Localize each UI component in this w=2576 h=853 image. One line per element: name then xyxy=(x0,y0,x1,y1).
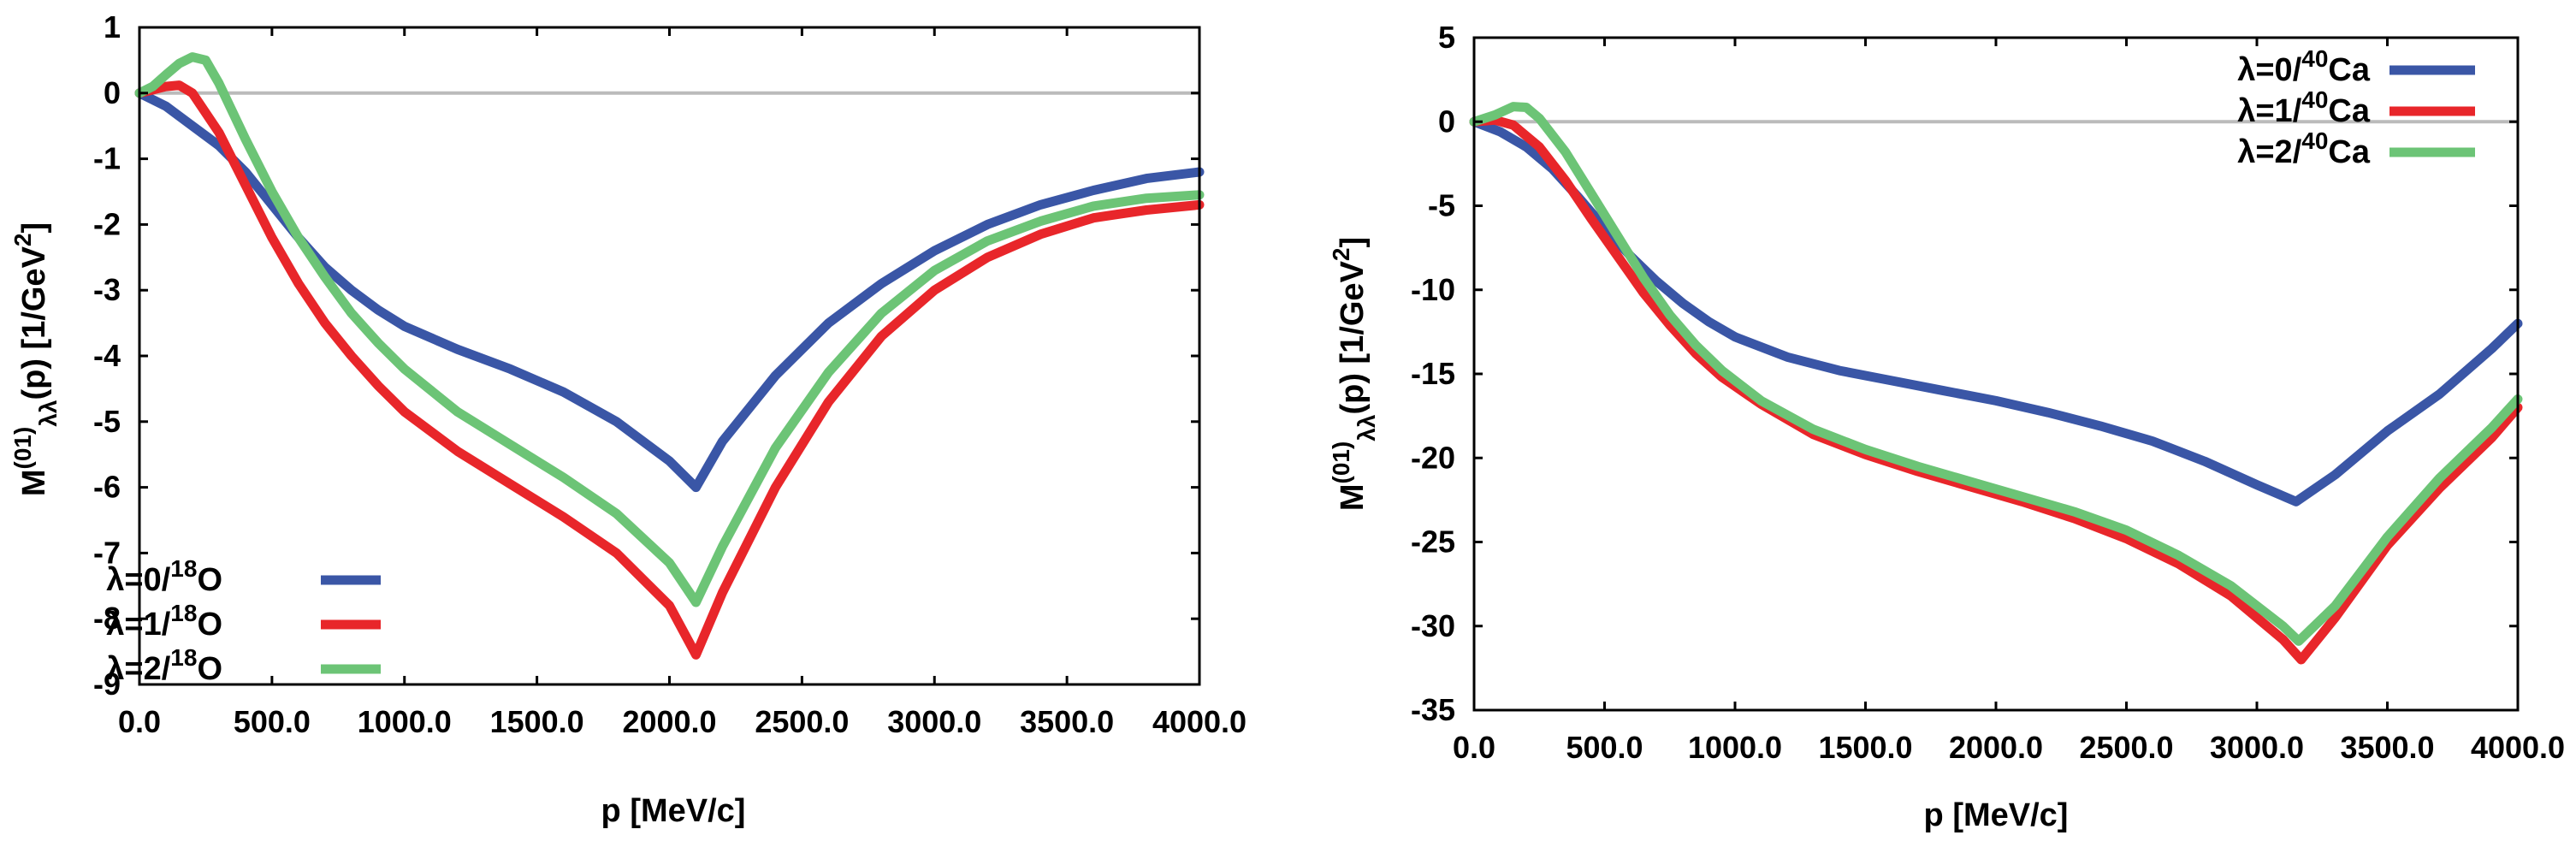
x-tick-label: 3000.0 xyxy=(887,704,981,739)
legend-label-1: λ=1/18O xyxy=(106,600,222,643)
legend-label-2: λ=2/40Ca xyxy=(2237,127,2371,170)
x-tick-label: 0.0 xyxy=(1453,730,1495,765)
x-tick-label: 2500.0 xyxy=(2079,730,2173,765)
x-tick-label: 500.0 xyxy=(1566,730,1643,765)
y-tick-label: -8 xyxy=(93,601,121,636)
series-line-0 xyxy=(134,88,1205,493)
y-tick-label: -7 xyxy=(93,535,121,570)
series-line-1 xyxy=(134,80,1205,660)
y-tick-label: -1 xyxy=(93,141,121,176)
x-tick-label: 4000.0 xyxy=(1152,704,1247,739)
x-tick-label: 3500.0 xyxy=(1020,704,1114,739)
x-tick-label: 1500.0 xyxy=(490,704,584,739)
series-line-0 xyxy=(1469,116,2523,506)
y-axis-label: M(01)λλ(p) [1/GeV2] xyxy=(9,222,62,496)
y-tick-label: -25 xyxy=(1411,524,1455,560)
x-tick-label: 2500.0 xyxy=(755,704,849,739)
y-tick-label: -35 xyxy=(1411,692,1455,727)
legend-label-0: λ=0/18O xyxy=(106,555,222,598)
x-tick-label: 0.0 xyxy=(118,704,161,739)
y-tick-label: -9 xyxy=(93,666,121,702)
x-tick-label: 3000.0 xyxy=(2210,730,2304,765)
y-tick-label: -4 xyxy=(93,338,121,373)
y-tick-label: -15 xyxy=(1411,356,1455,391)
chart-panel-2: 0.0 500.0 1000.0 1500.0 2000.0 2500.0 3000.0 35… xyxy=(1328,20,2565,833)
y-tick-label: 1 xyxy=(104,9,121,44)
y-tick-label: 5 xyxy=(1438,20,1455,55)
legend-label-1: λ=1/40Ca xyxy=(2237,86,2371,129)
series-line-2 xyxy=(134,52,1205,607)
y-tick-label: -2 xyxy=(93,206,121,241)
y-axis-label: M(01)λλ(p) [1/GeV2] xyxy=(1328,237,1380,511)
y-tick-label: 0 xyxy=(1438,104,1455,139)
plot-frame xyxy=(138,26,1201,686)
x-tick-label: 1000.0 xyxy=(1688,730,1782,765)
x-tick-label: 500.0 xyxy=(234,704,311,739)
x-tick-label: 1500.0 xyxy=(1818,730,1912,765)
y-tick-label: -6 xyxy=(93,470,121,505)
y-tick-label: -3 xyxy=(93,272,121,307)
y-tick-label: 0 xyxy=(104,75,121,110)
x-tick-label: 4000.0 xyxy=(2471,730,2565,765)
x-tick-label: 1000.0 xyxy=(358,704,452,739)
x-tick-label: 2000.0 xyxy=(1949,730,2043,765)
chart-panel-1: 0.0 500.0 1000.0 1500.0 2000.0 2500.0 3000.0 35… xyxy=(9,9,1247,829)
series-line-1 xyxy=(1469,115,2523,665)
y-tick-label: -5 xyxy=(1428,188,1455,223)
legend-label-2: λ=2/18O xyxy=(106,644,222,687)
y-tick-label: -10 xyxy=(1411,272,1455,307)
y-tick-label: -30 xyxy=(1411,608,1455,643)
x-tick-label: 3500.0 xyxy=(2340,730,2434,765)
x-axis-label: p [MeV/c] xyxy=(601,793,746,829)
series-line-2 xyxy=(1469,102,2523,646)
x-axis-label: p [MeV/c] xyxy=(1924,797,2069,833)
y-tick-label: -5 xyxy=(93,404,121,439)
legend-label-0: λ=0/40Ca xyxy=(2237,45,2371,88)
y-tick-label: -20 xyxy=(1411,440,1455,475)
x-tick-label: 2000.0 xyxy=(622,704,716,739)
